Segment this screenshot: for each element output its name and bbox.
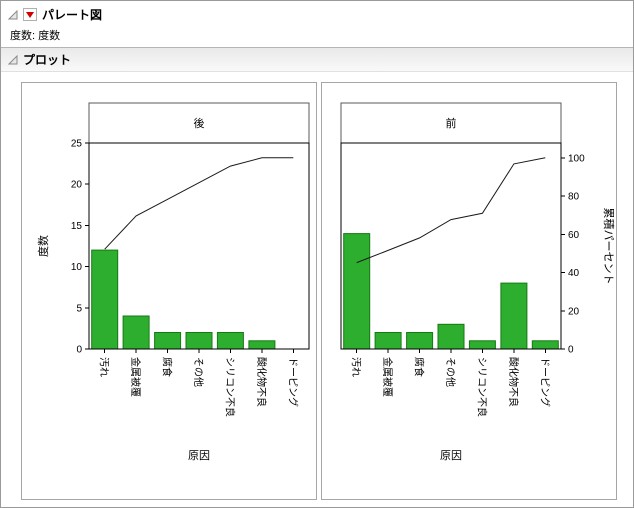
category-label: 汚れ — [350, 357, 363, 377]
category-label: 金属被覆 — [129, 357, 142, 397]
pareto-bar[interactable] — [122, 315, 150, 350]
red-triangle-menu-button[interactable] — [23, 8, 37, 21]
percent-tick-label: 40 — [568, 268, 580, 279]
pareto-bar[interactable] — [374, 332, 402, 350]
panel-title: 前 — [446, 116, 457, 130]
freq-tick-label: 20 — [71, 180, 83, 191]
freq-tick-label: 10 — [71, 262, 83, 273]
category-label: ドーピング — [286, 357, 299, 407]
pareto-bar[interactable] — [531, 340, 559, 350]
pareto-bar[interactable] — [468, 340, 496, 350]
category-label: その他 — [192, 357, 205, 387]
plot-frame — [340, 142, 562, 350]
x-axis-title: 原因 — [440, 449, 462, 462]
chart-panels: 後 0 5 10 15 20 25 度数汚れ 金属被覆 腐食 その他 シリコン不良 酸化物不良 ドーピング… — [1, 72, 633, 500]
category-label: 金属被覆 — [381, 357, 394, 397]
pareto-bar[interactable] — [248, 340, 276, 350]
freq-tick-label: 0 — [76, 345, 82, 356]
category-label: 汚れ — [98, 357, 111, 377]
report-title: パレート図 — [42, 8, 103, 22]
pareto-bar[interactable] — [216, 332, 244, 350]
panel-title: 後 — [194, 116, 205, 130]
plot-section-title: プロット — [23, 53, 72, 67]
pareto-bar[interactable] — [343, 233, 371, 350]
percent-tick-label: 0 — [568, 345, 574, 356]
category-label: 腐食 — [161, 357, 174, 377]
percent-tick-label: 100 — [568, 153, 585, 164]
red-triangle-icon — [26, 11, 34, 18]
category-label: 腐食 — [413, 357, 426, 377]
pareto-panel-after: 後 0 5 10 15 20 25 度数汚れ 金属被覆 腐食 その他 シリコン不良 酸化物不良 ドーピング… — [21, 82, 317, 500]
pareto-bar[interactable] — [406, 332, 434, 350]
pareto-panel-before: 前 0 20 40 60 80 100 累積パーセント汚れ 金属被覆 腐食 その他 シリコン不良 酸化物… — [321, 82, 617, 500]
category-label: シリコン不良 — [223, 357, 236, 417]
plot-disclosure-triangle-icon[interactable] — [8, 54, 18, 65]
freq-axis-title: 度数 — [36, 235, 50, 257]
percent-tick-label: 20 — [568, 306, 580, 317]
report-title-row: パレート図 — [1, 1, 633, 25]
percent-axis-title: 累積パーセント — [602, 208, 615, 285]
panel-title-box — [88, 102, 310, 144]
frequency-subtitle: 度数: 度数 — [10, 30, 61, 42]
disclosure-triangle-icon[interactable] — [8, 9, 18, 20]
plot-section-header: プロット — [1, 47, 633, 72]
pareto-bar[interactable] — [91, 249, 119, 350]
freq-tick-label: 15 — [71, 221, 83, 232]
freq-tick-label: 5 — [76, 303, 82, 314]
x-axis-title: 原因 — [188, 449, 210, 462]
category-label: ドーピング — [538, 357, 551, 407]
freq-tick-label: 25 — [71, 139, 83, 150]
pareto-bar[interactable] — [500, 282, 528, 350]
plot-frame — [88, 142, 310, 350]
percent-tick-label: 60 — [568, 230, 580, 241]
cumulative-percent-line — [356, 157, 546, 264]
category-label: その他 — [444, 357, 457, 387]
pareto-bar[interactable] — [185, 332, 213, 350]
percent-tick-label: 80 — [568, 192, 580, 203]
pareto-bar[interactable] — [437, 323, 465, 350]
category-label: 酸化物不良 — [507, 357, 520, 407]
category-label: シリコン不良 — [475, 357, 488, 417]
category-label: 酸化物不良 — [255, 357, 268, 407]
pareto-bar[interactable] — [154, 332, 182, 350]
cumulative-percent-line — [104, 157, 294, 250]
